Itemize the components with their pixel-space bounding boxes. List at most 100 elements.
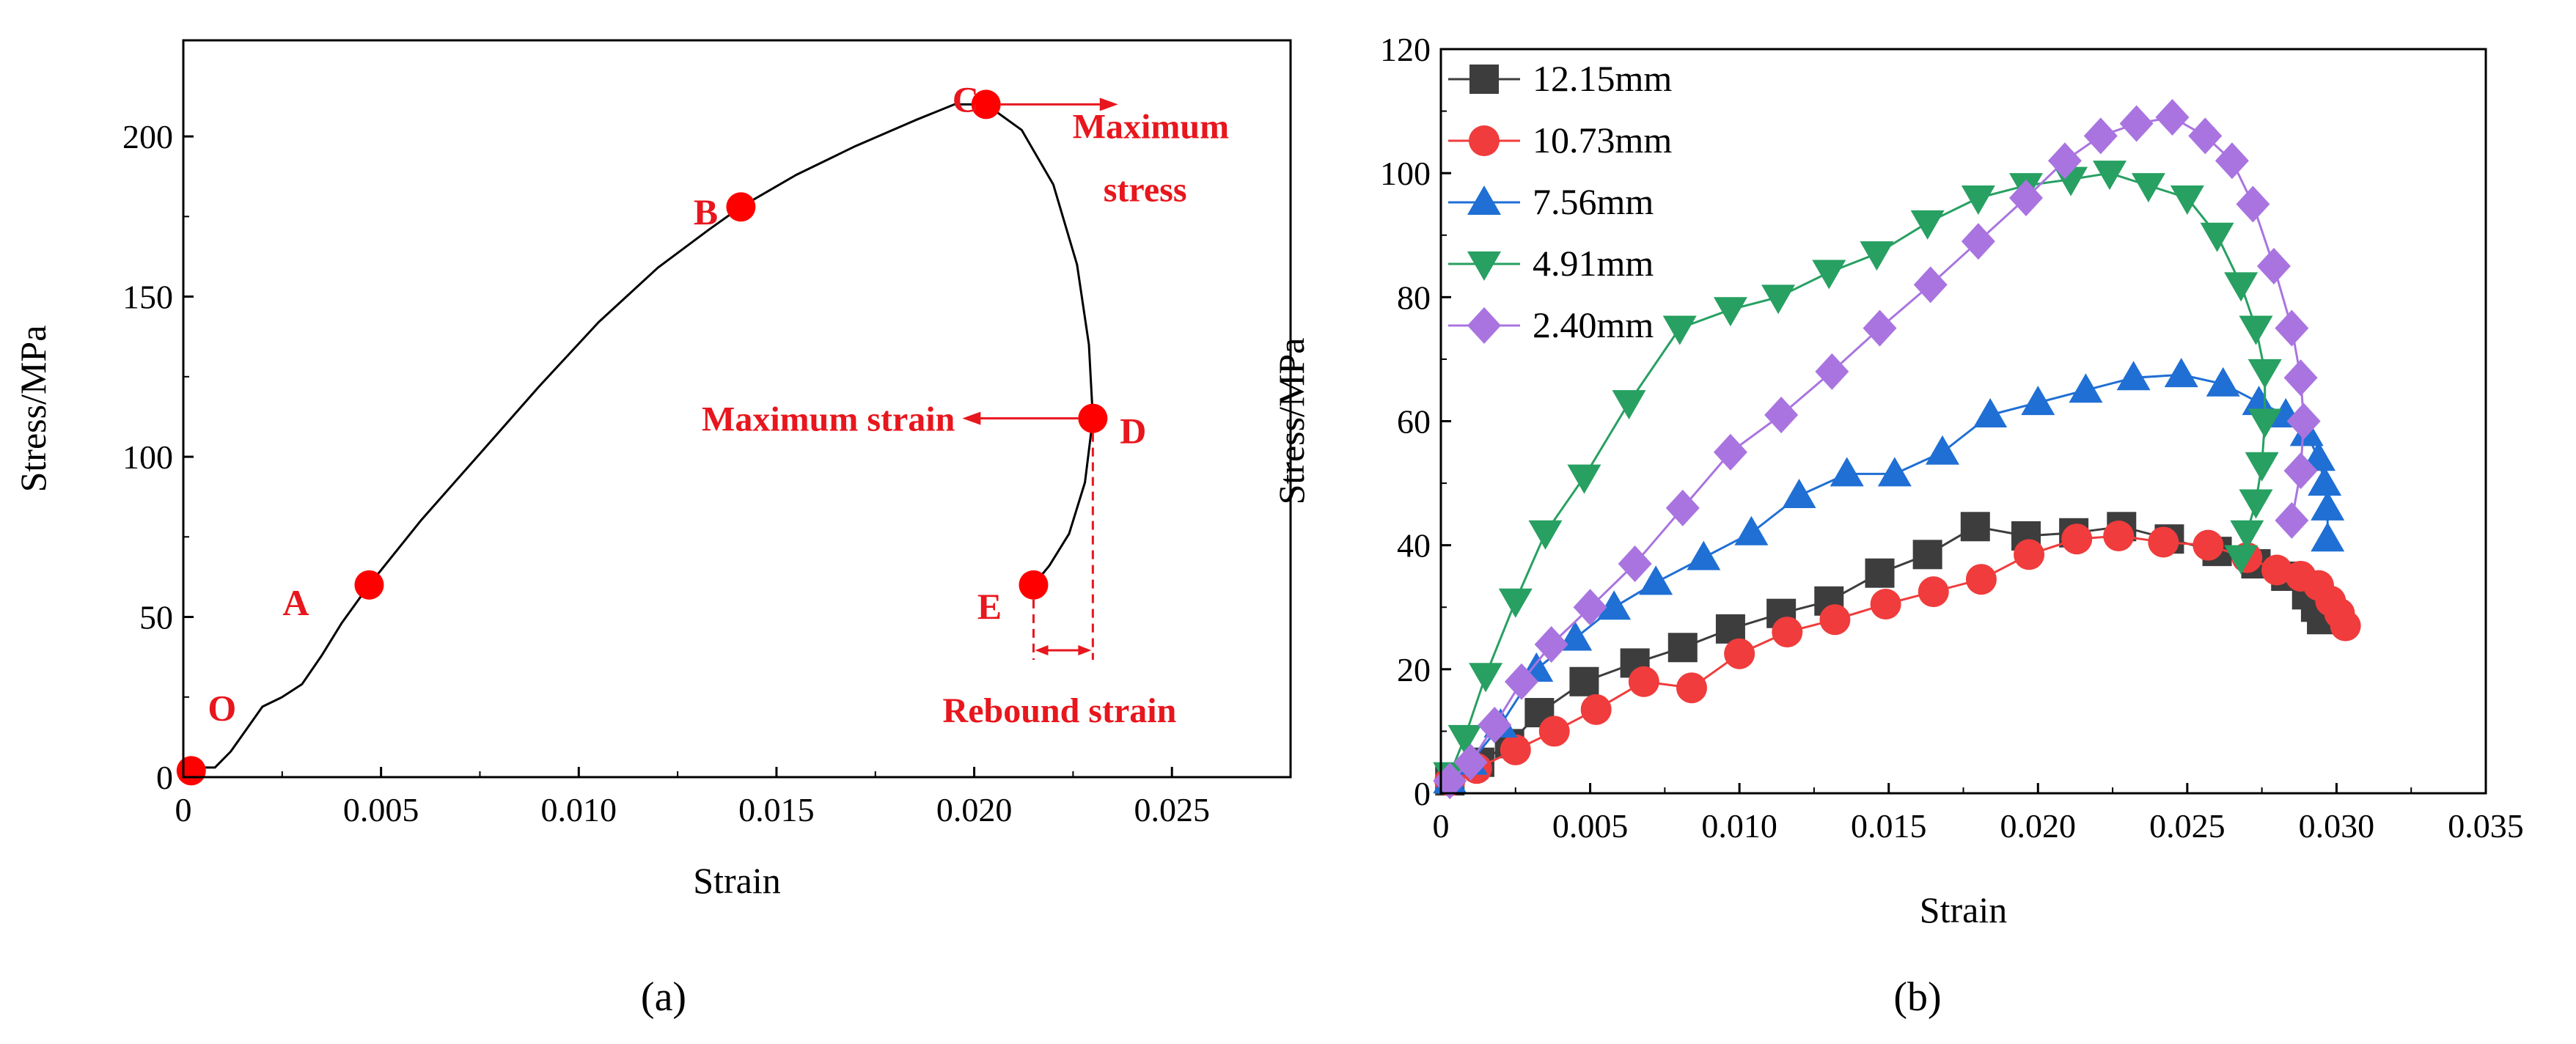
annotation-maximum-stress-line2: stress [1104, 170, 1187, 209]
y-tick-label: 150 [122, 279, 173, 316]
series-2.40mm [1433, 99, 2321, 800]
panel-a-ticks [182, 135, 1173, 779]
x-tick-label: 0.015 [738, 791, 815, 828]
data-point [1819, 604, 1851, 636]
point-D [1078, 403, 1108, 433]
rebound-arrowhead-left [1035, 645, 1049, 655]
data-point [2170, 185, 2204, 215]
y-tick-label: 0 [1414, 775, 1431, 812]
data-point [2148, 526, 2179, 558]
data-point [1870, 589, 1901, 620]
panel-b-chart: 0 0.005 0.010 0.015 0.020 0.025 0.030 0.035 0 20… [1271, 31, 2524, 1020]
panel-b-y-tick-labels: 0 20 40 60 80 100 120 [1380, 31, 1431, 812]
data-point [2192, 529, 2224, 561]
legend-label: 7.56mm [1533, 181, 1654, 222]
panel-b-caption: (b) [1893, 974, 1941, 1020]
data-point [2093, 161, 2127, 191]
data-point [2311, 522, 2345, 552]
data-point [1667, 633, 1698, 663]
point-label-A: A [282, 582, 309, 623]
panel-a-annotation-arrows [962, 98, 1118, 660]
panel-a-point-labels: O A B C D E [208, 78, 1146, 728]
x-tick-label: 0.020 [2000, 807, 2077, 845]
data-point [1665, 489, 1700, 526]
series-line [1449, 534, 2346, 782]
data-point [1782, 479, 1816, 508]
data-point [2164, 358, 2198, 388]
data-point [1830, 457, 1864, 487]
data-point [1528, 520, 1563, 550]
x-tick-label: 0.005 [1552, 807, 1629, 845]
point-label-O: O [208, 687, 236, 728]
data-point [1538, 716, 1570, 747]
panel-b-legend: 12.15mm 10.73mm 7.56mm 4.91mm 2.40mm [1448, 58, 1672, 345]
x-tick-label: 0.035 [2448, 807, 2524, 845]
data-point [1812, 260, 1846, 290]
data-point [1724, 638, 1755, 669]
data-point [2116, 361, 2151, 391]
panel-b-series [1433, 99, 2361, 800]
legend-marker [1467, 251, 1501, 281]
data-point [1498, 588, 1533, 618]
data-point [1618, 545, 1652, 583]
data-point [1676, 672, 1707, 704]
max-strain-arrowhead [962, 411, 981, 425]
data-point [2200, 222, 2234, 252]
data-point [1913, 266, 1948, 304]
data-point [1567, 464, 1601, 494]
data-point [2069, 373, 2103, 403]
x-tick-label: 0.020 [936, 791, 1013, 828]
annotation-rebound-strain: Rebound strain [943, 691, 1177, 730]
x-tick-label: 0.030 [2299, 807, 2375, 845]
stress-strain-curve [183, 103, 1094, 772]
x-tick-label: 0.025 [1134, 791, 1210, 828]
data-point [1865, 558, 1895, 588]
panel-a-y-tick-labels: 0 50 100 150 200 [122, 118, 173, 796]
data-point [1860, 241, 1894, 271]
data-point [2230, 520, 2264, 550]
panel-a-x-tick-labels: 0 0.005 0.010 0.015 0.020 0.025 [175, 791, 1210, 828]
data-point [1453, 743, 1488, 781]
data-point [2021, 386, 2055, 416]
data-point [2239, 315, 2273, 345]
data-point [1912, 540, 1942, 570]
data-point [2206, 367, 2240, 397]
data-point [2308, 466, 2342, 496]
data-point [2188, 117, 2223, 155]
panel-a-series [183, 103, 1094, 772]
data-point [1863, 309, 1897, 347]
annotation-maximum-stress-line1: Maximum [1073, 107, 1229, 146]
y-tick-label: 40 [1397, 527, 1431, 565]
data-point [1569, 666, 1599, 696]
y-tick-label: 200 [122, 118, 173, 155]
point-O [176, 756, 206, 786]
data-point [2119, 105, 2154, 142]
legend-label: 10.73mm [1533, 120, 1672, 161]
data-point [2239, 489, 2273, 519]
annotation-maximum-strain: Maximum strain [702, 400, 955, 439]
legend-label: 4.91mm [1533, 243, 1654, 284]
y-tick-label: 0 [156, 759, 173, 796]
point-label-D: D [1120, 411, 1146, 452]
point-label-C: C [953, 78, 979, 120]
point-E [1019, 570, 1049, 600]
data-point [1960, 512, 1990, 542]
rebound-arrowhead-right [1078, 645, 1092, 655]
y-tick-label: 120 [1380, 31, 1431, 68]
data-point [1734, 515, 1769, 545]
data-point [2330, 610, 2361, 642]
data-point [1713, 433, 1747, 471]
data-point [2155, 99, 2190, 136]
point-label-B: B [694, 191, 718, 232]
y-tick-label: 20 [1397, 651, 1431, 688]
data-point [1815, 353, 1849, 390]
legend-item: 4.91mm [1448, 243, 1654, 284]
x-tick-label: 0.010 [1701, 807, 1777, 845]
data-point [2103, 520, 2135, 551]
data-point [1639, 565, 1673, 595]
panel-a-caption: (a) [641, 974, 686, 1020]
data-point [2009, 180, 2043, 216]
data-point [1597, 590, 1632, 620]
point-C [971, 89, 1001, 120]
